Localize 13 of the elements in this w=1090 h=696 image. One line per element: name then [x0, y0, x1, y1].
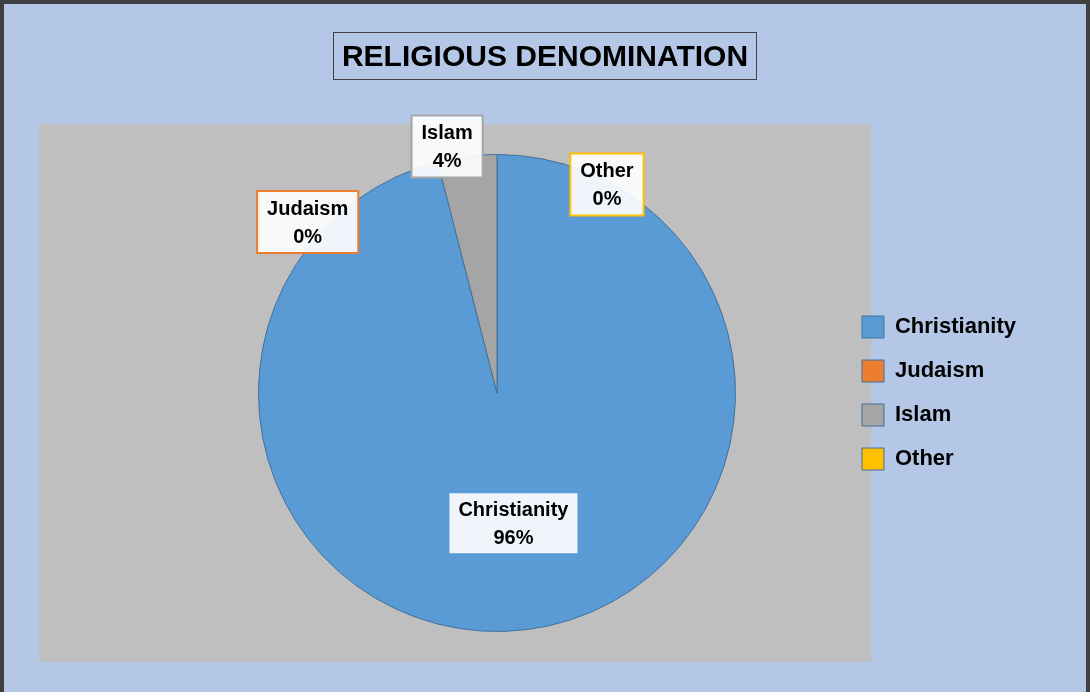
- category-label: Other: [580, 159, 634, 182]
- legend-label: Judaism: [894, 357, 985, 383]
- text: 0%: [592, 187, 622, 210]
- text: 0%: [293, 224, 323, 247]
- chart-title: RELIGIOUS DENOMINATION: [332, 32, 758, 80]
- legend-label: Christianity: [894, 313, 1017, 339]
- data-label: 96%: [493, 525, 534, 548]
- category-label: Judaism: [267, 196, 349, 219]
- legend-label: Other: [894, 445, 955, 471]
- legend-label: Islam: [894, 401, 952, 427]
- slice-label: Islam: [421, 120, 473, 143]
- slice-label: Christianity: [458, 497, 570, 520]
- data-label: 4%: [432, 148, 462, 171]
